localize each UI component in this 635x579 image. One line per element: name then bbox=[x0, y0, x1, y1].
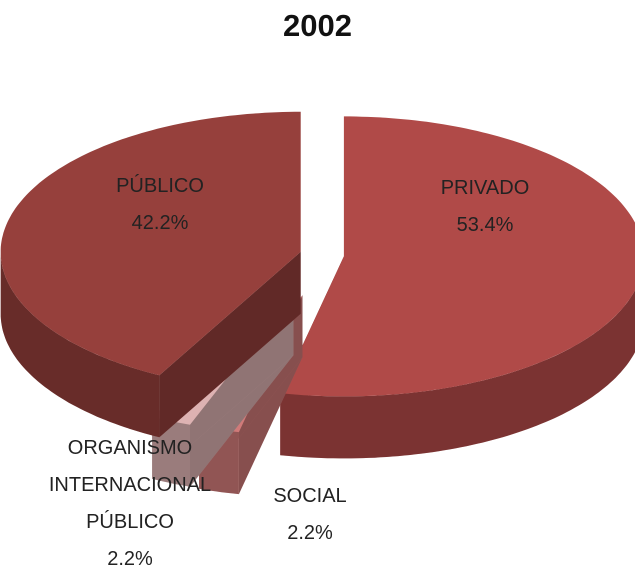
category-label: PRIVADO bbox=[440, 177, 530, 199]
slice bbox=[280, 116, 635, 459]
chart-title: 2002 bbox=[283, 8, 352, 43]
value-label: 42.2% bbox=[131, 212, 189, 234]
outer-wall bbox=[0, 251, 160, 438]
slice-label: ORGANISMO INTERNACIONAL PÚBLICO 2.2% bbox=[35, 430, 225, 578]
value-label: 2.2% bbox=[107, 548, 153, 570]
category-label: SOCIAL bbox=[273, 485, 347, 507]
slice-label: PÚBLICO 42.2% bbox=[70, 168, 250, 242]
category-label: ORGANISMO INTERNACIONAL PÚBLICO bbox=[48, 437, 212, 533]
category-label: PÚBLICO bbox=[116, 175, 204, 197]
slice-top bbox=[0, 111, 301, 376]
slice-label: PRIVADO 53.4% bbox=[395, 170, 575, 244]
radial-face-shade bbox=[159, 251, 301, 438]
outer-wall-shade bbox=[0, 251, 160, 438]
value-label: 2.2% bbox=[287, 522, 333, 544]
radial-face bbox=[159, 251, 301, 438]
slice-label: SOCIAL 2.2% bbox=[220, 478, 400, 552]
outer-wall-shade bbox=[280, 290, 635, 459]
value-label: 53.4% bbox=[456, 214, 514, 236]
slice-top bbox=[280, 116, 635, 397]
slice bbox=[0, 111, 301, 438]
outer-wall bbox=[280, 290, 635, 459]
